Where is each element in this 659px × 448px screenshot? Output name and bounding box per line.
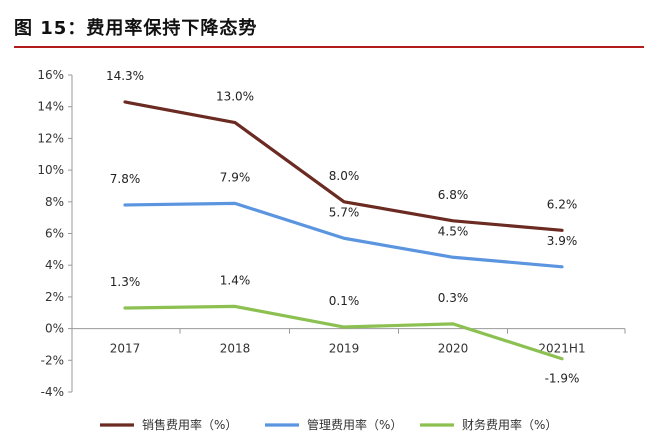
data-label: 0.1% xyxy=(329,294,360,308)
data-label: 13.0% xyxy=(216,90,254,104)
data-label: 4.5% xyxy=(438,224,469,238)
data-labels: 14.3% 13.0% 8.0% 6.8% 6.2% 7.8% 7.9% 5.7% 4.5% 3.… xyxy=(106,69,579,386)
data-label: 5.7% xyxy=(329,205,360,219)
data-label: 6.2% xyxy=(547,197,578,211)
y-tick-label: 14% xyxy=(37,100,64,114)
title-underline xyxy=(14,46,644,48)
data-label: 7.9% xyxy=(220,170,251,184)
y-tick-label: 6% xyxy=(45,227,64,241)
data-label: 14.3% xyxy=(106,69,144,83)
legend-label: 管理费用率（%） xyxy=(307,417,402,432)
x-tick-label: 2021H1 xyxy=(538,342,585,356)
data-label: 1.3% xyxy=(110,275,141,289)
data-label: 6.8% xyxy=(438,188,469,202)
legend: 销售费用率（%） 管理费用率（%） 财务费用率（%） xyxy=(100,417,557,432)
x-tick-label: 2020 xyxy=(438,342,469,356)
data-label: -1.9% xyxy=(545,372,580,386)
y-tick-label: -4% xyxy=(41,385,64,399)
x-tick-label: 2017 xyxy=(110,342,141,356)
data-label: 3.9% xyxy=(547,234,578,248)
data-label: 8.0% xyxy=(329,169,360,183)
y-tick-label: 16% xyxy=(37,68,64,82)
y-tick-label: 0% xyxy=(45,322,64,336)
axes: 16% 14% 12% 10% 8% 6% 4% 2% 0% -2% -4% 2017 2018 2019… xyxy=(37,68,626,399)
data-label: 1.4% xyxy=(220,273,251,287)
series-lines xyxy=(123,100,564,361)
x-tick-label: 2018 xyxy=(220,342,251,356)
y-tick-label: 12% xyxy=(37,131,64,145)
y-tick-label: 8% xyxy=(45,195,64,209)
data-label: 7.8% xyxy=(110,172,141,186)
legend-label: 销售费用率（%） xyxy=(142,417,237,432)
y-tick-label: 4% xyxy=(45,258,64,272)
legend-label: 财务费用率（%） xyxy=(462,417,557,432)
y-tick-label: -2% xyxy=(41,353,64,367)
x-tick-label: 2019 xyxy=(329,342,360,356)
data-label: 0.3% xyxy=(438,291,469,305)
y-tick-label: 10% xyxy=(37,163,64,177)
y-tick-label: 2% xyxy=(45,290,64,304)
chart-title: 图 15：费用率保持下降态势 xyxy=(14,18,258,39)
